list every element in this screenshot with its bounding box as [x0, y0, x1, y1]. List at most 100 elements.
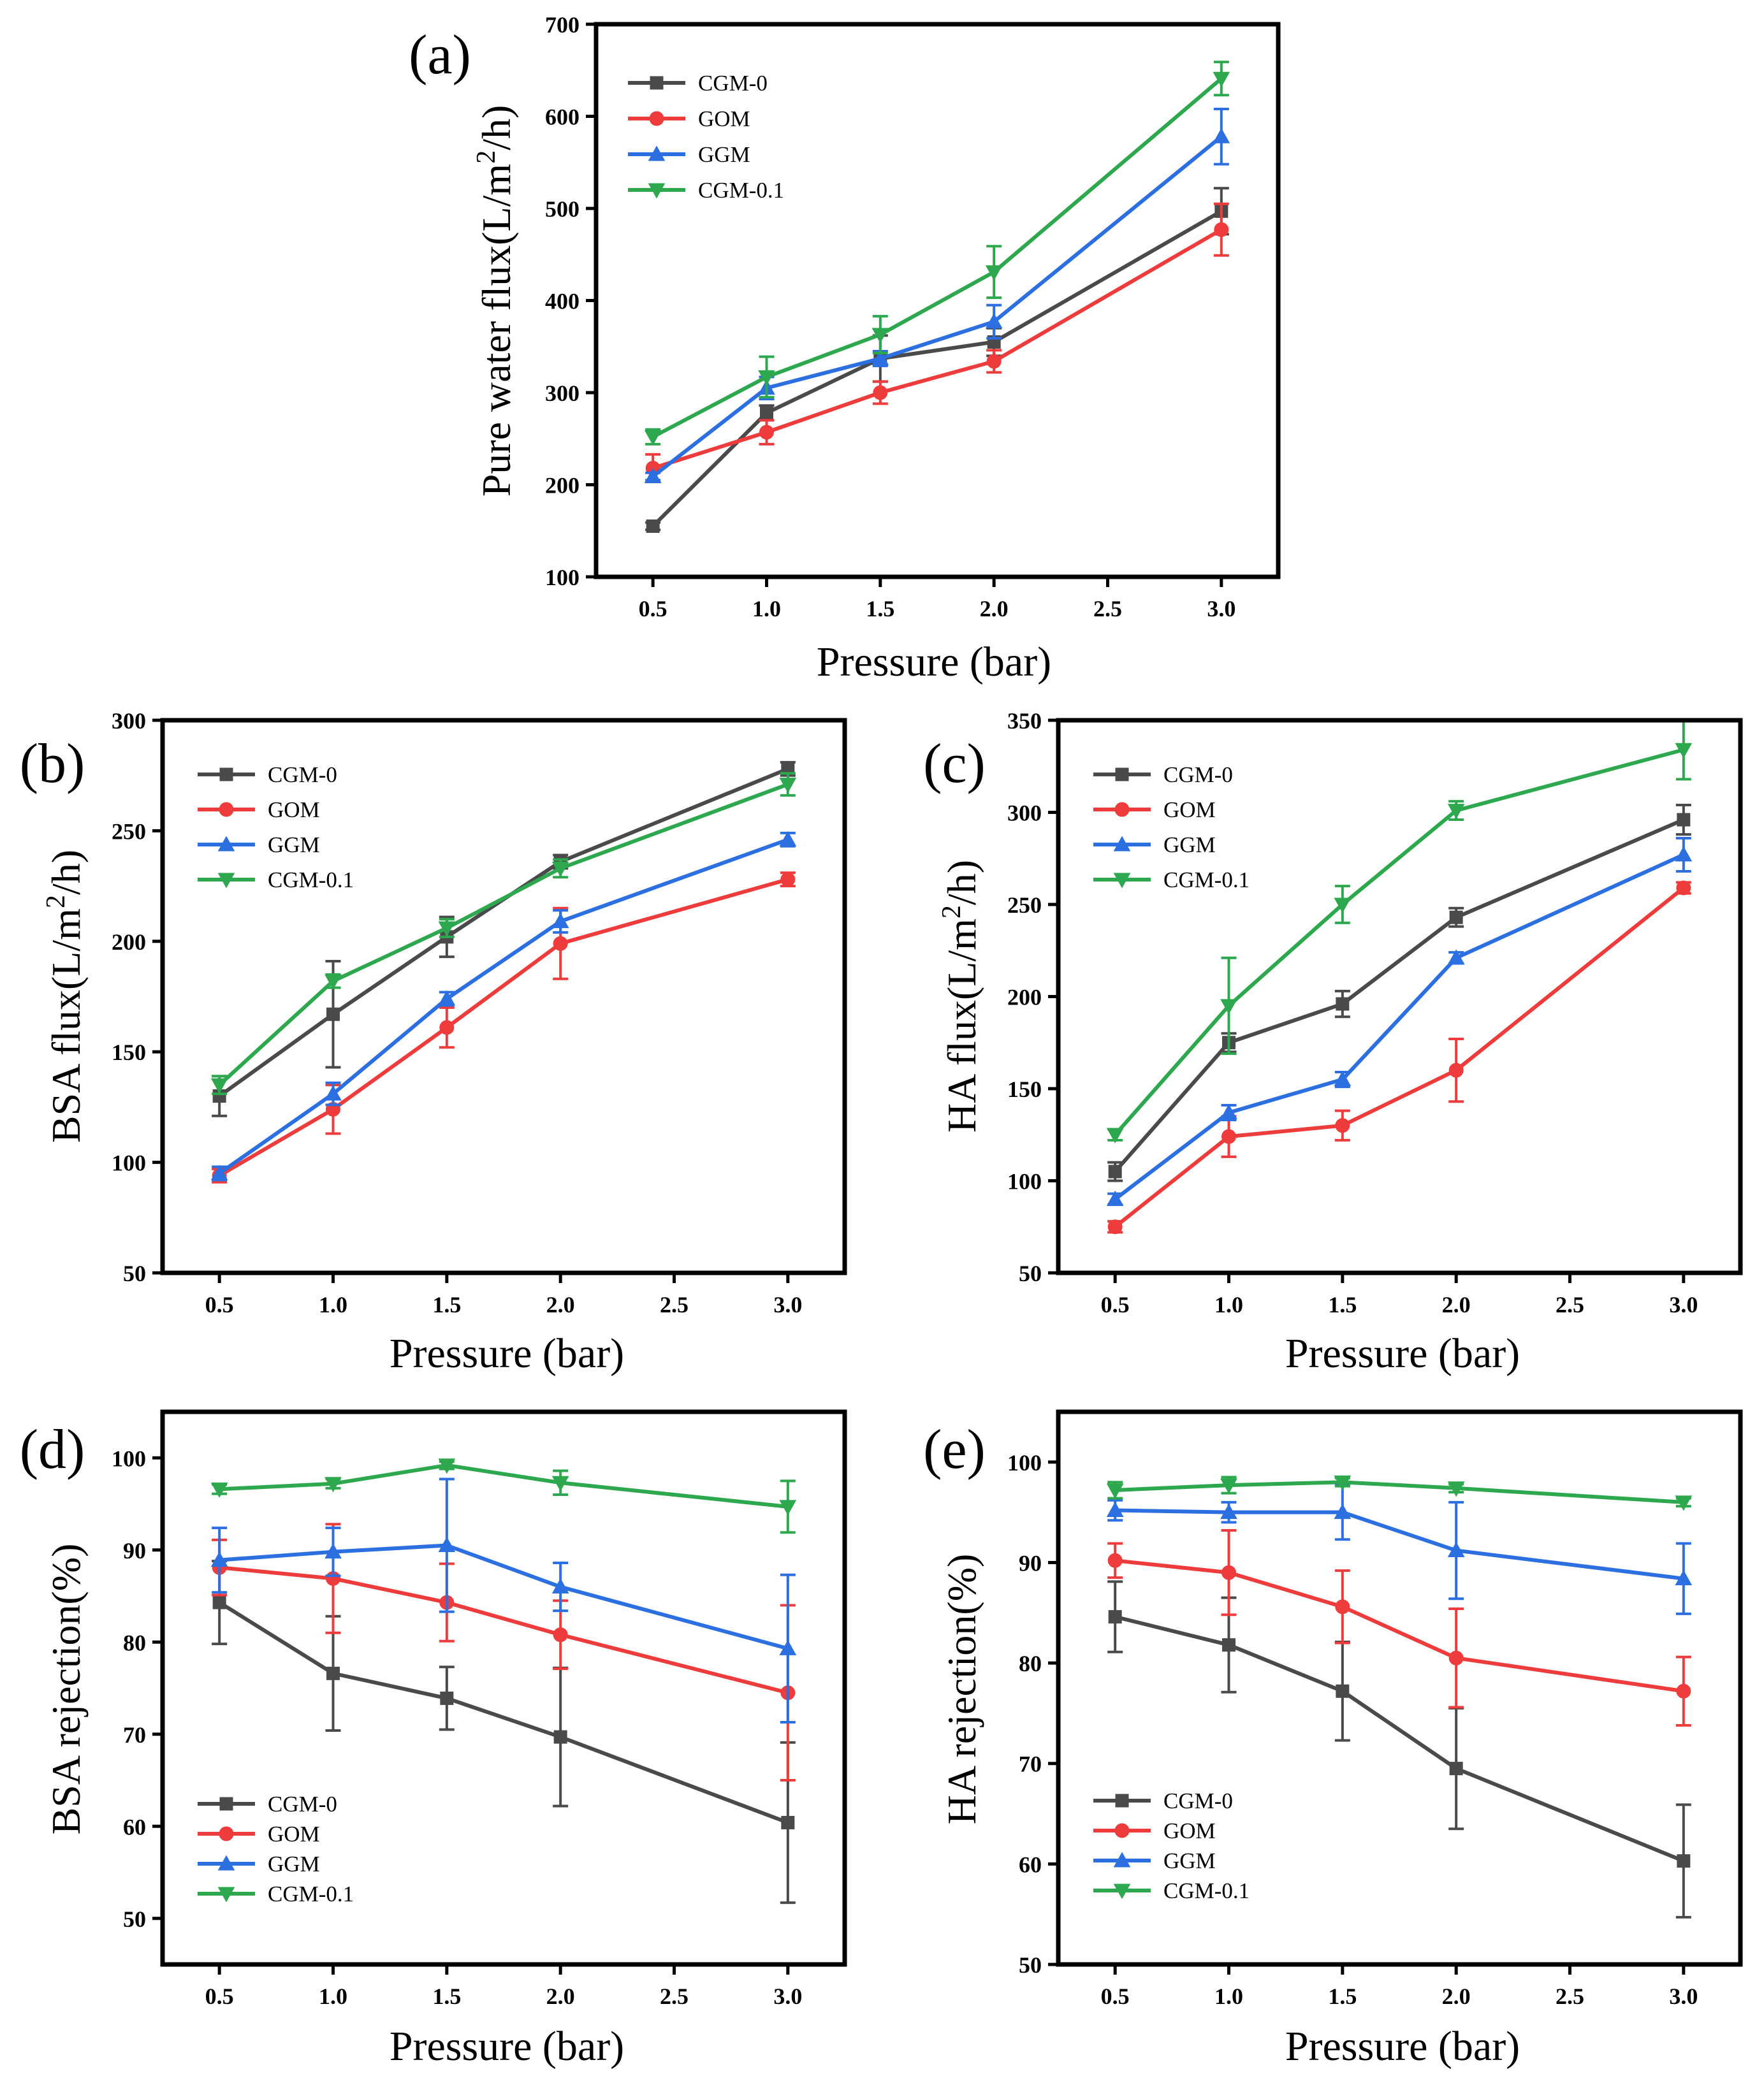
legend-marker-CGM-0	[1115, 767, 1129, 781]
panel-c-y-axis-label: HA flux(L/m2/h)	[937, 860, 984, 1133]
panel-e-x-tick-label: 0.5	[1101, 1984, 1130, 2009]
legend-marker-CGM-0	[219, 1797, 233, 1811]
data-point-CGM-0.1	[438, 1458, 456, 1474]
panel-d-series-CGM-0.1	[210, 1458, 797, 1534]
legend-label-CGM-0: CGM-0	[268, 762, 337, 787]
data-point-CGM-0	[1222, 1638, 1236, 1652]
panel-a-y-tick-label: 500	[545, 196, 579, 222]
legend-label-CGM-0.1: CGM-0.1	[1163, 1878, 1250, 1903]
data-point-CGM-0.1	[779, 1500, 797, 1516]
data-point-GOM	[780, 872, 796, 887]
panel-e-y-tick-label: 60	[1019, 1852, 1042, 1877]
series-line-GGM	[219, 1543, 789, 1651]
data-point-CGM-0	[1108, 1610, 1122, 1624]
panel-e-x-tick-label: 2.0	[1442, 1984, 1471, 2009]
panel-b-y-tick-label: 300	[112, 708, 146, 734]
legend-marker-CGM-0.1	[1113, 873, 1131, 889]
legend-label-CGM-0.1: CGM-0.1	[268, 1882, 354, 1906]
series-line-GOM	[1114, 886, 1685, 1229]
panel-a-series-CGM-0.1	[644, 61, 1230, 446]
data-point-CGM-0	[1449, 910, 1463, 924]
data-point-CGM-0.1	[985, 265, 1003, 281]
panel-b-series-CGM-0.1	[210, 772, 797, 1096]
panel-c-series-GOM	[1107, 880, 1691, 1235]
data-point-GOM	[439, 1020, 455, 1035]
panel-a-y-tick-label: 700	[545, 12, 579, 38]
data-point-GOM	[1335, 1599, 1350, 1615]
data-point-CGM-0.1	[1675, 743, 1693, 758]
series-line-CGM-0.1	[652, 76, 1223, 439]
panel-b-x-axis-label: Pressure (bar)	[390, 1330, 624, 1377]
panel-b-series-GGM	[210, 831, 797, 1182]
data-point-GOM	[1448, 1650, 1464, 1666]
panel-a-frame	[594, 22, 1281, 579]
data-point-GGM	[1106, 1190, 1124, 1206]
panel-c-y-tick-label: 100	[1007, 1169, 1042, 1194]
data-point-GGM	[1447, 1542, 1465, 1558]
data-point-GOM	[1107, 1553, 1123, 1568]
series-line-CGM-0.1	[1115, 1480, 1684, 1504]
legend-marker-CGM-0	[219, 767, 233, 781]
series-line-CGM-0	[652, 209, 1223, 528]
panel-d-label: (d)	[20, 1419, 85, 1481]
panel-b-y-tick-label: 200	[112, 929, 146, 955]
panel-d-x-tick-label: 3.0	[773, 1984, 802, 2009]
panel-d-series-CGM-0	[212, 1560, 796, 1905]
panel-c-y-tick-label: 200	[1007, 985, 1042, 1010]
data-point-GOM	[553, 1627, 568, 1643]
panel-e-series-CGM-0	[1107, 1580, 1691, 1919]
panel-d: (d) 0.5 1.0 1.5 2.0 2.5 3.0 50 60 70 80 90 100 CGM-0…	[20, 1409, 847, 2070]
panel-d-y-tick-label: 100	[112, 1446, 146, 1471]
data-point-GGM	[871, 350, 889, 366]
panel-b-y-axis-label: BSA flux(L/m2/h)	[41, 850, 89, 1143]
panel-c-frame	[1056, 718, 1743, 1275]
series-line-CGM-0.1	[219, 1463, 789, 1509]
data-point-GOM	[1335, 1118, 1350, 1133]
panel-c-x-tick-label: 0.5	[1101, 1292, 1130, 1317]
panel-c-y-tick-label: 250	[1007, 892, 1042, 918]
panel-e-x-tick-label: 3.0	[1669, 1984, 1698, 2009]
panel-c-x-tick-label: 1.5	[1328, 1292, 1357, 1317]
series-line-GOM	[1114, 1558, 1684, 1694]
panel-e-x-tick-label: 1.0	[1214, 1984, 1243, 2009]
panel-e-legend: CGM-0 GOM GGM CGM-0.1	[1093, 1789, 1250, 1903]
data-point-GOM	[759, 425, 774, 440]
data-point-CGM-0.1	[551, 861, 569, 877]
data-point-GOM	[1107, 1219, 1123, 1235]
panel-d-y-tick-label: 60	[123, 1814, 146, 1840]
legend-marker-GGM	[648, 145, 666, 161]
panel-d-y-tick-label: 80	[123, 1630, 146, 1655]
data-point-CGM-0.1	[1447, 1481, 1465, 1497]
data-point-CGM-0.1	[1220, 999, 1237, 1015]
data-point-CGM-0	[646, 519, 660, 533]
panel-b-label: (b)	[20, 733, 85, 795]
data-point-CGM-0	[1677, 1854, 1691, 1868]
data-point-CGM-0	[1336, 997, 1350, 1011]
panel-d-x-tick-label: 2.5	[660, 1984, 689, 2009]
data-point-CGM-0.1	[210, 1078, 228, 1094]
panel-d-y-tick-label: 90	[123, 1538, 146, 1564]
series-line-GOM	[219, 1565, 789, 1695]
panel-a-y-axis-label: Pure water flux(L/m2/h)	[472, 105, 519, 497]
data-point-CGM-0.1	[1106, 1483, 1124, 1499]
data-point-CGM-0.1	[324, 1477, 342, 1493]
legend-label-GOM: GOM	[1163, 797, 1216, 822]
legend-label-GOM: GOM	[698, 106, 750, 131]
legend-marker-GOM	[219, 1826, 234, 1841]
panel-b-x-tick-label: 1.0	[319, 1292, 347, 1317]
data-point-GGM	[1213, 127, 1230, 143]
data-point-GGM	[779, 1639, 797, 1655]
legend-marker-CGM-0.1	[1113, 1883, 1131, 1899]
legend-marker-CGM-0.1	[217, 873, 235, 889]
panel-b-y-tick-label: 50	[123, 1261, 146, 1286]
panel-c-x-axis-label: Pressure (bar)	[1285, 1330, 1520, 1377]
panel-a-y-tick-label: 200	[545, 473, 579, 498]
data-point-GGM	[1220, 1104, 1237, 1120]
panel-e-series-CGM-0.1	[1106, 1475, 1693, 1511]
panel-b-y-tick-label: 250	[112, 818, 146, 844]
legend-marker-CGM-0.1	[648, 183, 666, 199]
data-point-GGM	[985, 313, 1003, 329]
legend-label-CGM-0.1: CGM-0.1	[698, 178, 784, 203]
data-point-GGM	[644, 467, 662, 483]
data-point-GOM	[986, 354, 1002, 369]
